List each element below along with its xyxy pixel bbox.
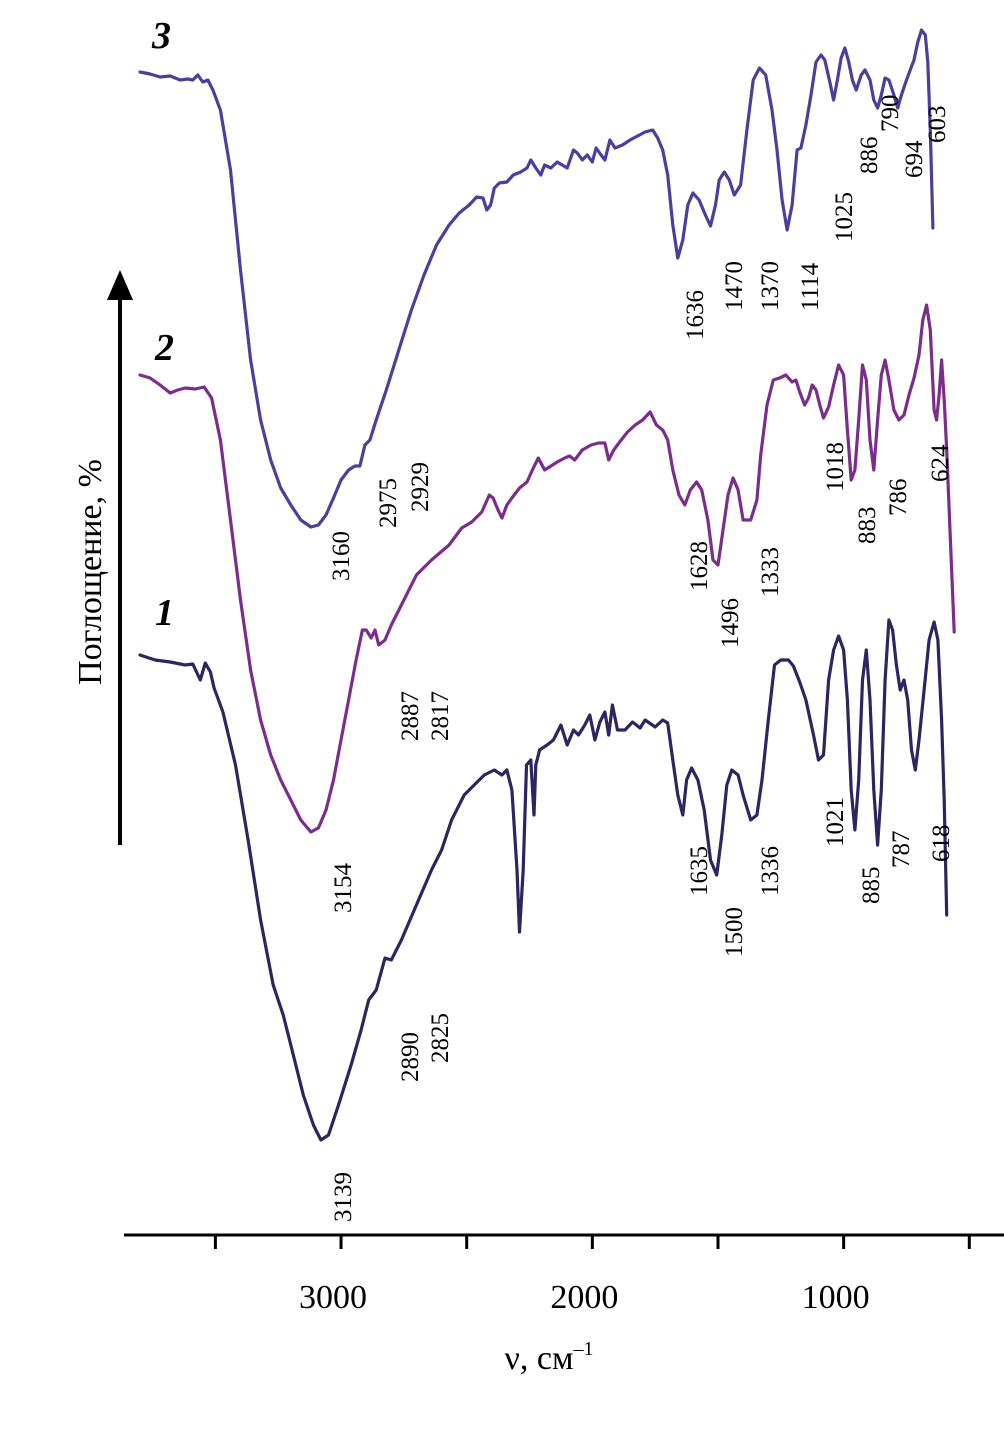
- peak-label-s3-1470: 1470: [721, 261, 748, 311]
- peak-label-s1-2825: 2825: [427, 1013, 454, 1063]
- spectrum-line-3: [138, 28, 935, 529]
- x-axis-label-main: ν, см: [505, 1340, 574, 1377]
- peak-label-s3-2975: 2975: [375, 478, 402, 528]
- peak-label-s2-3154: 3154: [330, 863, 357, 914]
- x-tick-label: 2000: [550, 1279, 618, 1316]
- peak-label-s2-1628: 1628: [686, 541, 713, 591]
- peak-label-s3-886: 886: [856, 137, 883, 175]
- peak-label-s2-2817: 2817: [427, 691, 454, 741]
- spectrum-line-2: [138, 303, 956, 834]
- peak-label-s3-1114: 1114: [797, 262, 824, 311]
- x-axis-label: ν, см–1: [505, 1338, 594, 1377]
- peak-label-s1-2890: 2890: [397, 1032, 424, 1082]
- peak-label-s1-3139: 3139: [330, 1172, 357, 1222]
- series-number-1: 1: [155, 592, 174, 634]
- peak-label-s2-2887: 2887: [397, 691, 424, 741]
- peak-label-s2-786: 786: [885, 479, 912, 517]
- x-axis-label-sup: –1: [572, 1338, 593, 1360]
- y-axis-label: Поглощение, %: [72, 459, 109, 685]
- peak-label-s1-1021: 1021: [822, 797, 849, 847]
- series-number-2: 2: [154, 327, 174, 369]
- peak-label-s1-1500: 1500: [721, 907, 748, 957]
- spectra-lines: [138, 28, 956, 1142]
- peak-label-s3-1025: 1025: [831, 192, 858, 242]
- x-tick-label: 1000: [802, 1279, 870, 1316]
- peak-label-s1-618: 618: [928, 825, 955, 863]
- peak-label-s2-624: 624: [927, 444, 954, 482]
- peak-label-s2-1333: 1333: [757, 547, 784, 597]
- peak-label-s3-790: 790: [877, 95, 904, 133]
- peak-label-s3-2929: 2929: [407, 462, 434, 512]
- peak-label-s1-1635: 1635: [686, 846, 713, 896]
- peak-label-s1-787: 787: [888, 831, 915, 869]
- peak-label-s1-1336: 1336: [757, 846, 784, 896]
- peak-label-s3-1636: 1636: [682, 290, 709, 340]
- peak-label-s3-1370: 1370: [757, 261, 784, 311]
- x-tick-label: 3000: [299, 1279, 367, 1316]
- peak-label-s3-694: 694: [901, 140, 928, 178]
- peak-label-s2-1018: 1018: [822, 442, 849, 492]
- peak-label-s2-883: 883: [854, 507, 881, 545]
- series-numbers: 1 2 3: [151, 15, 174, 634]
- spectrum-line-1: [138, 618, 949, 1142]
- x-axis: 3000 2000 1000: [124, 1233, 1004, 1316]
- y-axis-arrow-head: [107, 270, 133, 300]
- peak-label-s2-1496: 1496: [717, 598, 744, 648]
- peak-label-s3-3160: 3160: [328, 531, 355, 581]
- peak-label-s1-885: 885: [858, 867, 885, 905]
- peak-label-s3-603: 603: [924, 106, 951, 144]
- series-number-3: 3: [151, 15, 171, 57]
- y-axis-arrow: [107, 270, 133, 845]
